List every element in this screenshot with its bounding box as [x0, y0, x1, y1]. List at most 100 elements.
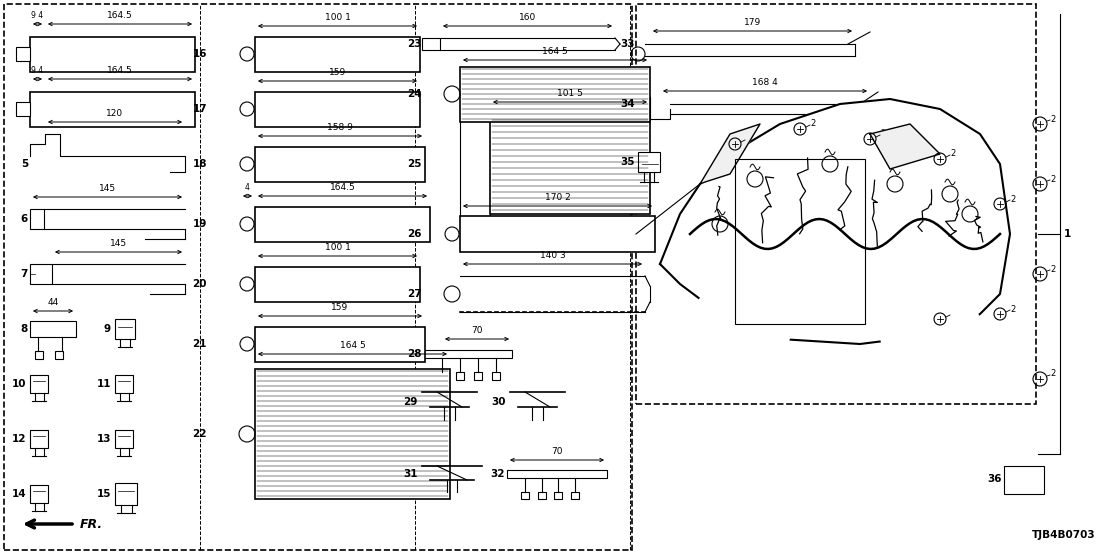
Bar — [422, 350, 512, 358]
Bar — [460, 109, 490, 219]
Text: 4: 4 — [245, 183, 250, 192]
Polygon shape — [700, 124, 760, 184]
Text: FR.: FR. — [80, 517, 103, 531]
Bar — [115, 319, 135, 339]
Polygon shape — [870, 124, 940, 169]
Polygon shape — [660, 99, 1010, 344]
Text: 9: 9 — [104, 324, 111, 334]
Text: 20: 20 — [193, 279, 207, 289]
Bar — [115, 483, 137, 505]
Text: 5: 5 — [21, 159, 28, 169]
Text: 164.5: 164.5 — [107, 66, 133, 75]
Text: 33: 33 — [620, 39, 635, 49]
Text: 7: 7 — [21, 269, 28, 279]
Bar — [490, 114, 650, 214]
Text: 158 9: 158 9 — [327, 123, 353, 132]
Bar — [474, 372, 482, 380]
Bar — [636, 4, 1036, 404]
Bar — [30, 321, 76, 337]
Bar — [255, 326, 425, 362]
Text: 2: 2 — [950, 150, 955, 158]
Text: 179: 179 — [743, 18, 761, 27]
Text: 2: 2 — [745, 135, 750, 143]
Bar — [16, 47, 30, 61]
Text: 8: 8 — [21, 324, 28, 334]
Text: 2: 2 — [880, 130, 885, 138]
Text: 140 3: 140 3 — [540, 251, 565, 260]
Bar — [30, 91, 195, 126]
Bar — [30, 375, 48, 393]
Text: 101 5: 101 5 — [557, 89, 583, 98]
Bar — [255, 91, 420, 126]
Text: 2: 2 — [1010, 194, 1015, 203]
Bar — [460, 66, 650, 121]
Text: 159: 159 — [329, 68, 346, 77]
Bar — [55, 351, 63, 359]
Text: 159: 159 — [331, 303, 349, 312]
Text: 100 1: 100 1 — [325, 243, 350, 252]
Text: 17: 17 — [193, 104, 207, 114]
Bar — [492, 372, 500, 380]
Text: 1: 1 — [1064, 229, 1071, 239]
Bar — [521, 492, 529, 499]
Text: 164.5: 164.5 — [329, 183, 356, 192]
Circle shape — [880, 279, 979, 379]
Bar — [30, 264, 52, 284]
Bar — [255, 369, 450, 499]
Text: 21: 21 — [193, 339, 207, 349]
Text: 100 1: 100 1 — [325, 13, 350, 22]
Text: 32: 32 — [491, 469, 505, 479]
Text: 70: 70 — [471, 326, 483, 335]
Bar — [30, 37, 195, 71]
Text: 29: 29 — [403, 397, 418, 407]
Text: 22: 22 — [193, 429, 207, 439]
Text: 13: 13 — [96, 434, 111, 444]
Text: 15: 15 — [96, 489, 111, 499]
Bar — [30, 485, 48, 503]
Text: 120: 120 — [106, 109, 124, 118]
Text: 24: 24 — [408, 89, 422, 99]
Text: 160: 160 — [519, 13, 536, 22]
Text: 3: 3 — [21, 49, 28, 59]
Text: 145: 145 — [110, 239, 127, 248]
Bar — [35, 351, 43, 359]
Bar — [255, 37, 420, 71]
Text: 16: 16 — [193, 49, 207, 59]
Bar — [16, 102, 30, 116]
Text: 2: 2 — [1050, 115, 1055, 124]
Bar — [571, 492, 579, 499]
Bar — [538, 492, 546, 499]
Text: 9 4: 9 4 — [31, 66, 43, 75]
Text: 26: 26 — [408, 229, 422, 239]
Text: 70: 70 — [552, 447, 563, 456]
Bar — [255, 207, 430, 242]
Text: 4: 4 — [21, 104, 28, 114]
Bar — [438, 372, 447, 380]
Text: 2: 2 — [950, 310, 955, 319]
Text: 2: 2 — [1010, 305, 1015, 314]
Circle shape — [690, 279, 790, 379]
Bar — [456, 372, 464, 380]
Text: TJB4B0703: TJB4B0703 — [1032, 530, 1095, 540]
Text: 31: 31 — [403, 469, 418, 479]
Circle shape — [897, 297, 962, 361]
Bar — [255, 266, 420, 301]
Text: 23: 23 — [408, 39, 422, 49]
Text: 35: 35 — [620, 157, 635, 167]
Bar — [638, 97, 650, 109]
Text: 164 5: 164 5 — [542, 47, 568, 56]
Text: 2: 2 — [1050, 175, 1055, 183]
Bar — [735, 159, 865, 324]
Text: 27: 27 — [408, 289, 422, 299]
Bar — [460, 216, 655, 252]
Circle shape — [708, 297, 772, 361]
Bar — [30, 430, 48, 448]
Text: 9 4: 9 4 — [31, 11, 43, 20]
Text: 2: 2 — [810, 120, 815, 129]
Text: 170 2: 170 2 — [545, 193, 571, 202]
Text: 25: 25 — [408, 159, 422, 169]
Bar — [1004, 466, 1044, 494]
Text: 12: 12 — [11, 434, 25, 444]
Text: 14: 14 — [11, 489, 25, 499]
Text: 18: 18 — [193, 159, 207, 169]
